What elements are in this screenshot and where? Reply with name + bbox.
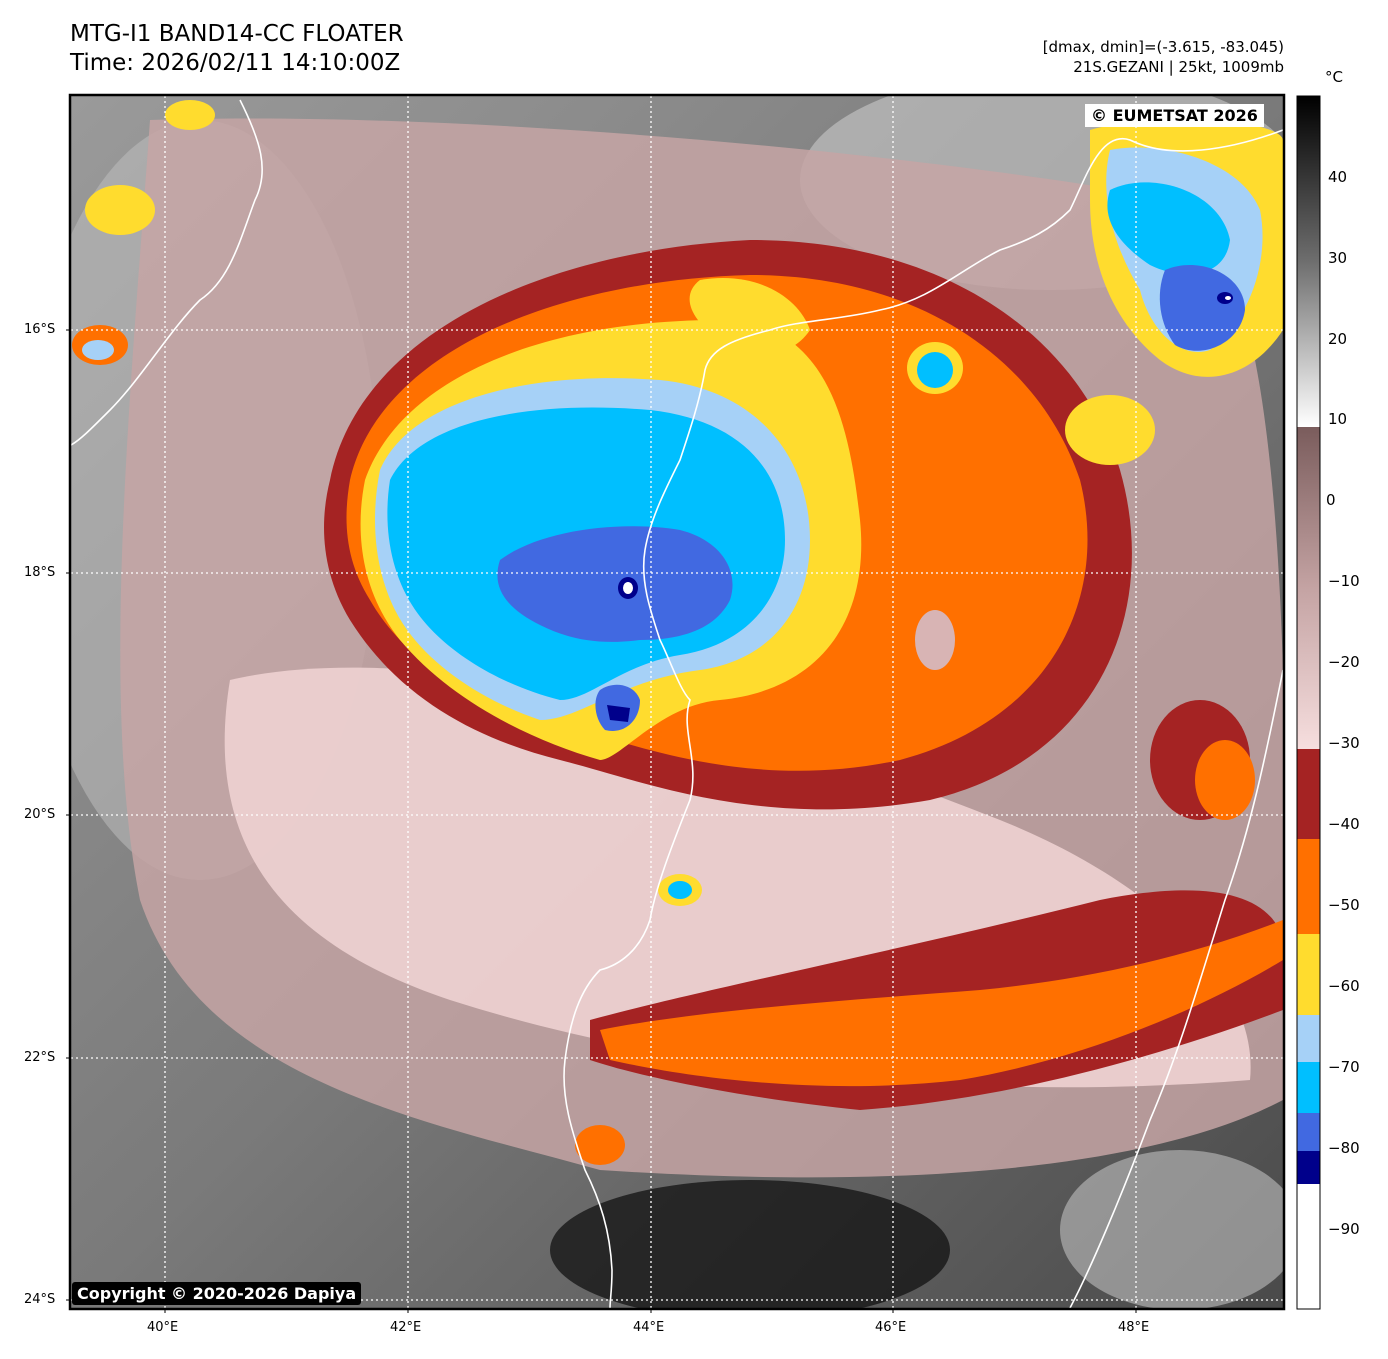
navy-coldest-tops-south (607, 705, 630, 722)
lon-label: 48°E (1118, 1320, 1150, 1335)
colorbar-tick: −80 (1328, 1139, 1360, 1157)
coastline-mozambique-channel (563, 129, 1283, 1308)
lat-label: 18°S (24, 565, 56, 580)
colorbar-white (1297, 1184, 1320, 1309)
colorbar-yellow (1297, 934, 1320, 1015)
coastline-madagascar (1069, 669, 1283, 1308)
white-overshooting-top (623, 582, 633, 594)
colorbar-unit: °C (1325, 68, 1343, 86)
cyan-cell-south-center (668, 881, 692, 899)
colorbar-brown-segment (1297, 427, 1320, 749)
colorbar-tick: 10 (1328, 410, 1348, 428)
lat-label: 24°S (24, 1292, 56, 1307)
map-frame (68, 93, 1286, 1311)
orange-cell-east (1195, 740, 1255, 820)
clear-hole-east (915, 610, 955, 670)
colorbar-tick: −50 (1328, 896, 1360, 914)
colorbar-tick: 0 (1326, 491, 1336, 509)
lon-label: 46°E (875, 1320, 907, 1335)
dark-clear-sky-south (550, 1180, 950, 1308)
colorbar-tick: −10 (1328, 572, 1360, 590)
colorbar-gray-segment (1297, 96, 1320, 427)
colorbar-tick: −90 (1328, 1220, 1360, 1238)
yellow-cell-northwest-2 (165, 100, 215, 130)
coastline-mozambique (71, 99, 263, 446)
yellow-cell-far-east (1065, 395, 1155, 465)
title-product: MTG-I1 BAND14-CC FLOATER (70, 21, 404, 47)
lon-label: 42°E (390, 1320, 422, 1335)
cyan-cell-east (917, 352, 953, 388)
eumetsat-watermark: © EUMETSAT 2026 (1085, 104, 1264, 127)
colorbar-dark-red (1297, 749, 1320, 839)
lat-label: 20°S (24, 807, 56, 822)
colorbar-orange (1297, 839, 1320, 934)
imagery-layer (71, 96, 1283, 1308)
orange-cell-south (575, 1125, 625, 1165)
colorbar-tick: 20 (1328, 330, 1348, 348)
colorbar-border (1296, 95, 1321, 1310)
map-title: MTG-I1 BAND14-CC FLOATER Time: 2026/02/1… (70, 20, 404, 78)
lat-label: 22°S (24, 1050, 56, 1065)
colorbar-tick: −30 (1328, 734, 1360, 752)
light-blue-cell-west (82, 340, 114, 360)
axis-ticks (66, 329, 1137, 1313)
lat-label: 16°S (24, 322, 56, 337)
yellow-cell-north (689, 278, 810, 354)
orange-south-band (600, 920, 1283, 1087)
map-meta: [dmax, dmin]=(-3.615, -83.045) 21S.GEZAN… (1043, 37, 1284, 77)
ne-royal-blue-cell (1159, 264, 1245, 351)
gray-cloud-southeast (1060, 1150, 1283, 1308)
colorbar-royal-blue (1297, 1113, 1320, 1151)
colorbar-navy (1297, 1151, 1320, 1184)
colorbar (1296, 95, 1321, 1310)
colorbar-cyan (1297, 1062, 1320, 1113)
colorbar-tick: 40 (1328, 168, 1348, 186)
royal-blue-core (497, 526, 733, 642)
title-time: Time: 2026/02/11 14:10:00Z (70, 50, 401, 76)
storm-line: 21S.GEZANI | 25kt, 1009mb (1073, 58, 1284, 76)
ne-white-cell (1225, 296, 1231, 300)
yellow-cell-northwest (85, 185, 155, 235)
lon-label: 44°E (633, 1320, 665, 1335)
colorbar-tick: −20 (1328, 653, 1360, 671)
colorbar-tick: −60 (1328, 977, 1360, 995)
ne-cyan-cluster (1107, 182, 1230, 275)
stats-line: [dmax, dmin]=(-3.615, -83.045) (1042, 38, 1284, 56)
colorbar-light-blue (1297, 1015, 1320, 1062)
colorbar-tick: −70 (1328, 1058, 1360, 1076)
colorbar-tick: −40 (1328, 815, 1360, 833)
copyright-watermark: Copyright © 2020-2026 Dapiya (72, 1282, 362, 1305)
lon-label: 40°E (147, 1320, 179, 1335)
colorbar-tick: 30 (1328, 249, 1348, 267)
